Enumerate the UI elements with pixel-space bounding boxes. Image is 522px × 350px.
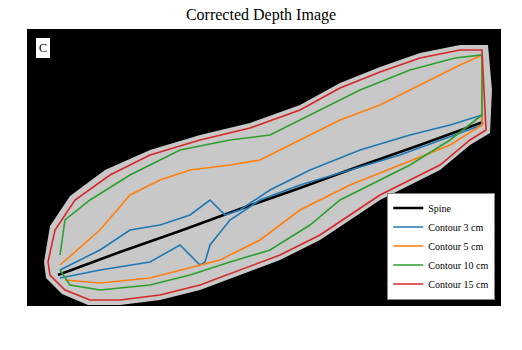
svg-text:Spine: Spine: [428, 203, 451, 214]
svg-text:Contour 15 cm: Contour 15 cm: [428, 279, 488, 290]
svg-text:Corrected Depth Image: Corrected Depth Image: [186, 6, 336, 24]
svg-text:Contour 3 cm: Contour 3 cm: [428, 222, 483, 233]
svg-text:Contour 5 cm: Contour 5 cm: [428, 241, 483, 252]
svg-text:C: C: [39, 41, 47, 55]
svg-text:Contour 10 cm: Contour 10 cm: [428, 260, 488, 271]
